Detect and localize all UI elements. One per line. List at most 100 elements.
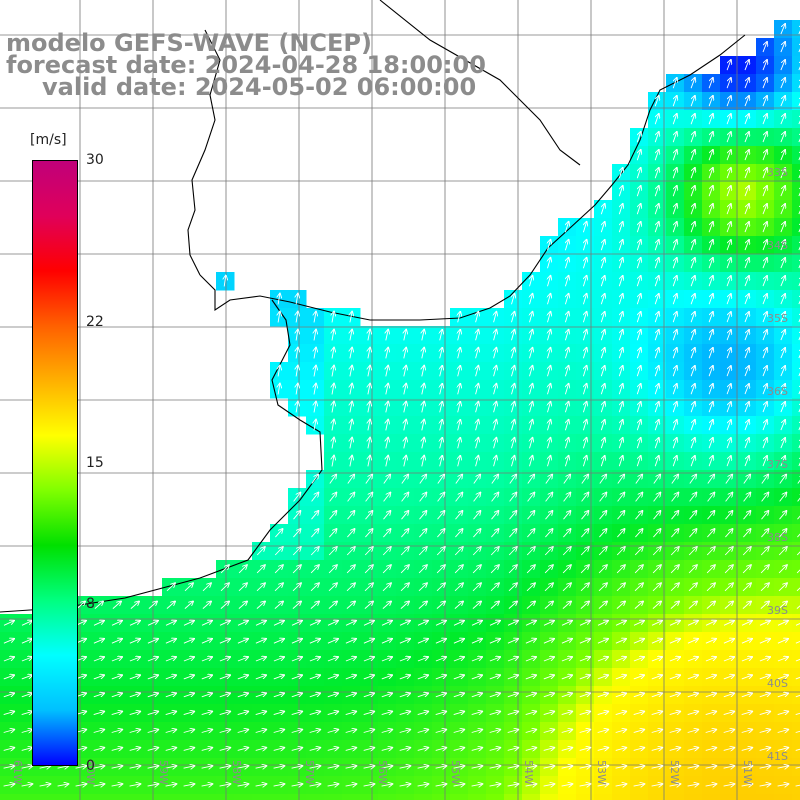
wind-speed-cell [792,344,800,363]
wind-speed-cell [792,146,800,165]
wind-speed-cell [612,794,631,800]
wind-speed-cell [792,488,800,507]
longitude-label: 55W [449,760,462,785]
wind-speed-cell [630,794,649,800]
wind-speed-cell [72,794,91,800]
wind-speed-cell [792,650,800,669]
wind-speed-cell [792,614,800,633]
wind-speed-cell [792,56,800,75]
wind-speed-cell [594,794,613,800]
wind-speed-cell [432,794,451,800]
wind-speed-cell [18,794,37,800]
latitude-label: 40S [767,677,788,690]
colorbar-tick-label: 30 [86,152,104,168]
wind-speed-cell [792,686,800,705]
wind-speed-cell [702,794,721,800]
latitude-label: 33S [767,166,788,179]
wind-speed-cell [792,74,800,93]
longitude-label: 61W [11,760,24,785]
wind-speed-cell [324,794,343,800]
wind-speed-cell [792,794,800,800]
latitude-label: 35S [767,312,788,325]
wind-speed-cell [792,20,800,39]
wind-speed-cell [792,578,800,597]
longitude-label: 57W [303,760,316,785]
wind-speed-cell [792,128,800,147]
wind-speed-cell [792,326,800,345]
wind-speed-cell [180,794,199,800]
wind-speed-cell [378,794,397,800]
colorbar-tick-label: 0 [86,758,95,774]
wind-speed-cell [198,794,217,800]
wind-speed-cell [540,794,559,800]
wind-speed-cell [792,290,800,309]
wind-speed-cell [666,794,685,800]
wind-speed-cell [792,506,800,525]
latitude-label: 36S [767,385,788,398]
wind-speed-cell [792,272,800,291]
wind-speed-cell [738,794,757,800]
wind-speed-cell [162,794,181,800]
wind-speed-cell [558,794,577,800]
longitude-label: 54W [522,760,535,785]
wind-speed-cell [0,794,19,800]
longitude-label: 59W [157,760,170,785]
latitude-label: 34S [767,239,788,252]
wind-speed-cell [792,668,800,687]
wind-speed-cell [792,560,800,579]
wind-speed-cell [486,794,505,800]
latitude-label: 41S [767,750,788,763]
colorbar-unit-label: [m/s] [30,132,67,148]
wind-speed-cell [792,362,800,381]
latitude-label: 39S [767,604,788,617]
wind-speed-cell [288,794,307,800]
wind-speed-cell [792,110,800,129]
wind-speed-cell [342,794,361,800]
wind-speed-cell [468,794,487,800]
wind-speed-cell [792,596,800,615]
wind-speed-cell [90,794,109,800]
wind-speed-cell [792,308,800,327]
wind-speed-cell [252,794,271,800]
longitude-label: 56W [376,760,389,785]
wind-speed-cell [792,380,800,399]
wind-speed-cell [360,794,379,800]
wind-speed-cell [756,794,775,800]
wind-speed-cell [54,794,73,800]
wind-speed-cell [792,542,800,561]
longitude-label: 58W [230,760,243,785]
wind-speed-cell [234,794,253,800]
wind-speed-cell [306,794,325,800]
wind-speed-cell [270,794,289,800]
wind-speed-cell [792,632,800,651]
wind-speed-cell [792,218,800,237]
wind-speed-cell [522,794,541,800]
wind-speed-cell [792,254,800,273]
wind-speed-cell [774,794,793,800]
valid-date: valid date: 2024-05-02 06:00:00 [42,73,477,101]
wind-speed-cell [576,794,595,800]
wind-speed-cell [792,704,800,723]
colorbar-tick-label: 22 [86,313,104,330]
wind-speed-cell [792,416,800,435]
wind-speed-cell [792,200,800,219]
wind-speed-cell [792,470,800,489]
wind-speed-cell [720,794,739,800]
wind-speed-cell [792,524,800,543]
latitude-label: 38S [767,531,788,544]
wind-speed-cell [504,794,523,800]
longitude-label: 51W [741,760,754,785]
wind-speed-cell [792,236,800,255]
wind-speed-cell [216,794,235,800]
wind-speed-cell [450,794,469,800]
wind-speed-cell [792,182,800,201]
wind-speed-cell [108,794,127,800]
wind-speed-cell [396,794,415,800]
wind-speed-cell [792,164,800,183]
wind-speed-field [0,20,800,800]
colorbar [32,160,78,766]
wind-speed-cell [684,794,703,800]
wind-speed-cell [792,92,800,111]
wind-speed-cell [792,452,800,471]
